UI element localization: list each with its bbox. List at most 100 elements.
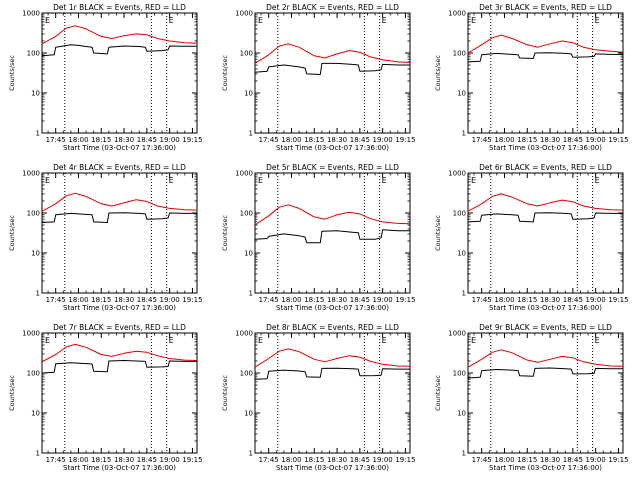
series-line-lld [467, 349, 624, 368]
panel-2: Det 2r BLACK = Events, RED = LLD 1 10 100 10… [221, 3, 416, 152]
x-tick-label: 19:15 [395, 136, 415, 144]
y-tick-label: 1 [36, 450, 40, 458]
series-line-events [41, 360, 197, 374]
plot-frame [41, 172, 198, 294]
y-axis-title: Counts/sec [221, 215, 229, 251]
plot-frame [467, 332, 624, 454]
marker-label-left: E [258, 176, 263, 185]
x-tick-label: 18:00 [281, 136, 301, 144]
y-tick-label: 1000 [448, 330, 466, 338]
y-tick-label: 1000 [448, 10, 466, 18]
panel-1: Det 1r BLACK = Events, RED = LLD 1 10 100 10… [8, 3, 203, 152]
x-tick-label: 18:15 [91, 456, 111, 464]
y-tick-label: 1 [462, 290, 466, 298]
plot-frame [254, 332, 411, 454]
y-tick-label: 100 [27, 210, 40, 218]
x-tick-label: 18:15 [517, 136, 537, 144]
plot-frame [41, 12, 198, 134]
panel-6: Det 6r BLACK = Events, RED = LLD 1 10 100 10… [434, 163, 629, 312]
panel-title: Det 6r BLACK = Events, RED = LLD [479, 163, 612, 172]
x-tick-label: 18:45 [137, 136, 157, 144]
y-tick-label: 100 [453, 50, 466, 58]
marker-label-right: E [595, 176, 600, 185]
y-axis-title: Counts/sec [8, 55, 16, 91]
y-tick-label: 1000 [22, 330, 40, 338]
y-axis-title: Counts/sec [8, 375, 16, 411]
x-tick-label: 18:00 [494, 296, 514, 304]
x-tick-label: 18:30 [540, 296, 560, 304]
marker-label-left: E [258, 336, 263, 345]
x-tick-label: 19:00 [160, 136, 180, 144]
x-axis-title: Start Time (03-Oct-07 17:36:00) [276, 464, 389, 472]
x-axis-title: Start Time (03-Oct-07 17:36:00) [489, 144, 602, 152]
x-tick-label: 19:15 [182, 296, 202, 304]
marker-label-right: E [382, 16, 387, 25]
marker-label-left: E [471, 16, 476, 25]
panel-title: Det 5r BLACK = Events, RED = LLD [266, 163, 399, 172]
x-tick-label: 19:15 [182, 456, 202, 464]
x-tick-label: 18:45 [350, 456, 370, 464]
marker-label-right: E [382, 336, 387, 345]
x-tick-label: 19:00 [160, 456, 180, 464]
series-line-events [254, 367, 410, 380]
y-tick-label: 10 [457, 250, 466, 258]
plot-frame [467, 172, 624, 294]
x-tick-label: 17:45 [259, 296, 279, 304]
y-tick-label: 100 [240, 370, 253, 378]
y-axis-title: Counts/sec [434, 215, 442, 251]
marker-label-left: E [45, 176, 50, 185]
series-line-lld [41, 25, 198, 45]
y-tick-label: 1 [249, 130, 253, 138]
y-tick-label: 1000 [22, 170, 40, 178]
y-axis-title: Counts/sec [434, 375, 442, 411]
x-tick-label: 19:15 [395, 296, 415, 304]
panel-title: Det 3r BLACK = Events, RED = LLD [479, 3, 612, 12]
series-line-events [467, 367, 623, 379]
panel-8: Det 8r BLACK = Events, RED = LLD 1 10 100 10… [221, 323, 416, 472]
series-line-events [254, 229, 410, 244]
x-tick-label: 18:00 [281, 296, 301, 304]
plot-frame [467, 12, 624, 134]
x-tick-label: 18:15 [517, 456, 537, 464]
y-tick-label: 1 [36, 290, 40, 298]
marker-label-right: E [169, 176, 174, 185]
marker-label-right: E [595, 336, 600, 345]
panel-9: Det 9r BLACK = Events, RED = LLD 1 10 100 10… [434, 323, 629, 472]
x-tick-label: 18:30 [540, 136, 560, 144]
x-tick-label: 18:45 [563, 456, 583, 464]
x-tick-label: 17:45 [472, 456, 492, 464]
x-tick-label: 18:45 [350, 296, 370, 304]
y-tick-label: 100 [27, 370, 40, 378]
marker-label-right: E [169, 336, 174, 345]
x-tick-label: 17:45 [259, 136, 279, 144]
series-line-events [254, 62, 410, 75]
x-tick-label: 18:15 [304, 136, 324, 144]
x-axis-title: Start Time (03-Oct-07 17:36:00) [63, 144, 176, 152]
marker-label-left: E [471, 336, 476, 345]
series-line-lld [41, 192, 198, 212]
marker-label-right: E [382, 176, 387, 185]
x-tick-label: 17:45 [472, 136, 492, 144]
plot-frame [254, 12, 411, 134]
y-tick-label: 1 [249, 450, 253, 458]
panel-title: Det 2r BLACK = Events, RED = LLD [266, 3, 399, 12]
panel-title: Det 4r BLACK = Events, RED = LLD [53, 163, 186, 172]
y-tick-label: 1000 [235, 170, 253, 178]
series-line-events [41, 212, 197, 223]
y-tick-label: 1 [36, 130, 40, 138]
x-tick-label: 19:15 [395, 456, 415, 464]
x-axis-title: Start Time (03-Oct-07 17:36:00) [489, 464, 602, 472]
x-axis-title: Start Time (03-Oct-07 17:36:00) [63, 464, 176, 472]
x-tick-label: 18:30 [114, 296, 134, 304]
panel-title: Det 9r BLACK = Events, RED = LLD [479, 323, 612, 332]
y-axis-title: Counts/sec [8, 215, 16, 251]
panel-title: Det 1r BLACK = Events, RED = LLD [53, 3, 186, 12]
series-line-lld [467, 34, 624, 54]
marker-label-left: E [45, 336, 50, 345]
y-tick-label: 1 [249, 290, 253, 298]
x-tick-label: 19:00 [373, 456, 393, 464]
x-tick-label: 18:45 [563, 296, 583, 304]
x-tick-label: 17:45 [46, 456, 66, 464]
x-tick-label: 17:45 [46, 136, 66, 144]
y-tick-label: 1000 [235, 10, 253, 18]
